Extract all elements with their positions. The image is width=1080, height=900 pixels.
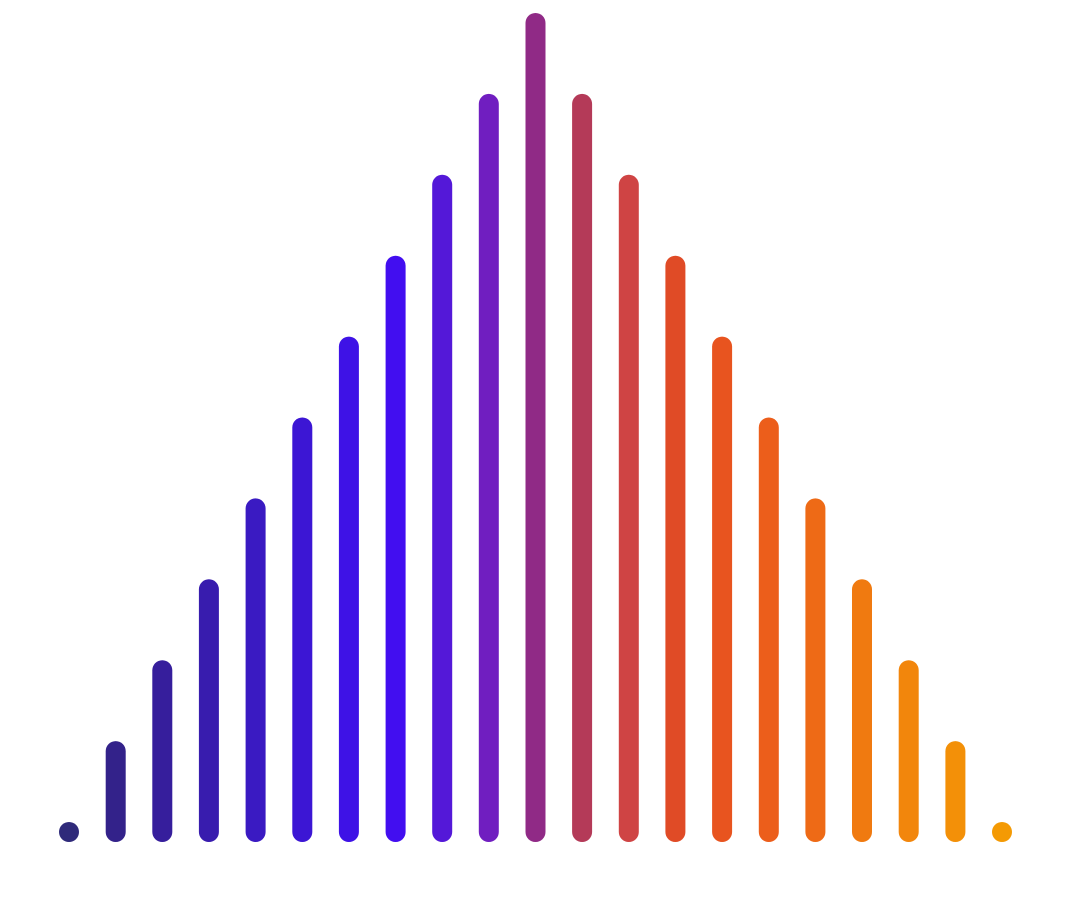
bar-1 [59,822,79,842]
bar-21 [992,822,1012,842]
